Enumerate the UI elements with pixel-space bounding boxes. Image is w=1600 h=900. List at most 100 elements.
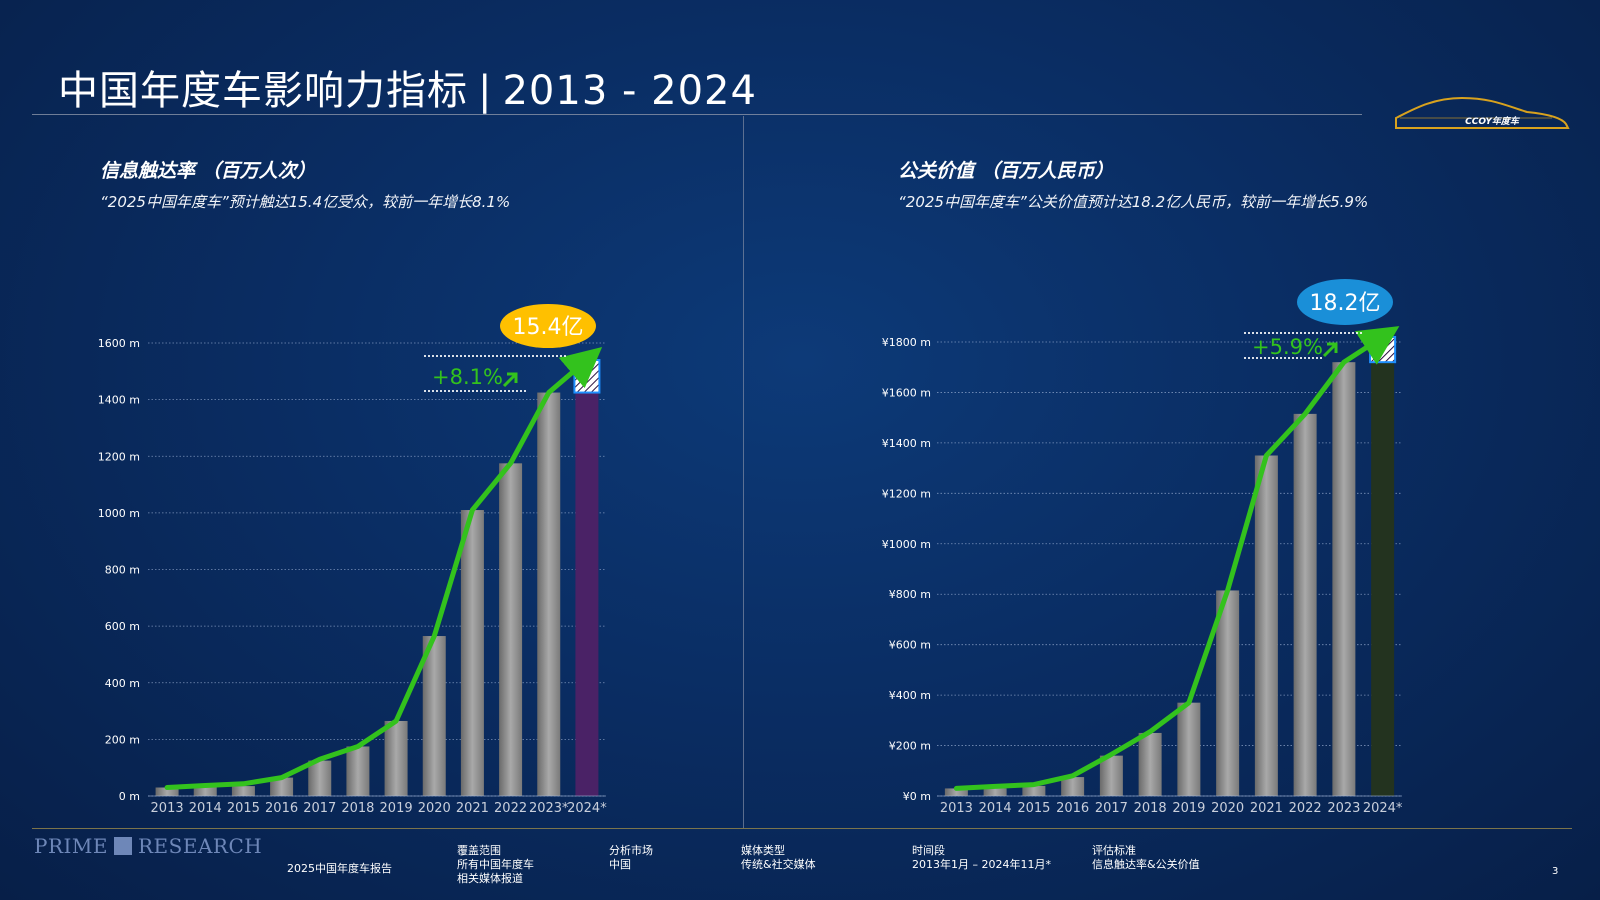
footer-media: 媒体类型 传统&社交媒体: [741, 844, 816, 872]
footer-media-value: 传统&社交媒体: [741, 858, 816, 871]
value-bubble: [500, 304, 596, 348]
y-tick-label: 1000 m: [98, 507, 140, 520]
page-number: 3: [1552, 866, 1559, 877]
trend-line: [953, 326, 1400, 791]
x-tick-label: 2017: [303, 801, 336, 816]
right-chart: ¥0 m ¥200 m ¥400 m ¥600 m ¥800 m ¥1000 m ¥1200…: [882, 279, 1403, 816]
bar: [575, 392, 599, 796]
y-tick-label: ¥0 m: [903, 790, 931, 803]
footer-market: 分析市场 中国: [609, 844, 653, 872]
x-tick-label: 2021: [456, 801, 489, 816]
right-panel-subtitle: “2025中国年度车”公关价值预计达18.2亿人民币，较前一年增长5.9%: [898, 193, 1369, 211]
y-tick-label: ¥1400 m: [882, 437, 931, 450]
footer-market-value: 中国: [609, 858, 631, 871]
bar: [1061, 777, 1085, 796]
x-tick-label: 2014: [189, 801, 222, 816]
left-panel-title: 信息触达率 （百万人次）: [100, 160, 316, 182]
x-tick-label: 2015: [1017, 801, 1050, 816]
ccoy-logo-icon: CCOY年度车: [1395, 96, 1570, 129]
footer-period-value: 2013年1月 – 2024年11月*: [912, 858, 1051, 871]
bar: [1099, 755, 1123, 796]
panel-divider: [743, 116, 744, 828]
x-tick-label: 2016: [265, 801, 298, 816]
footer-criteria: 评估标准 信息触达率&公关价值: [1092, 844, 1200, 872]
x-tick-label: 2016: [1056, 801, 1089, 816]
trend-line: [164, 347, 603, 790]
bar: [460, 510, 484, 796]
bar: [231, 786, 255, 796]
x-tick-label: 2020: [418, 801, 451, 816]
footer-scope-line: 所有中国年度车: [457, 858, 534, 871]
y-tick-label: ¥1200 m: [882, 487, 931, 500]
bar: [944, 788, 968, 796]
bar: [384, 720, 408, 796]
x-tick-label: 2023*: [529, 801, 569, 816]
y-tick-label: 1600 m: [98, 337, 140, 350]
y-tick-label: 1200 m: [98, 450, 140, 463]
brand-emblem-icon: [114, 837, 132, 855]
y-tick-label: ¥800 m: [889, 588, 931, 601]
y-tick-label: 0 m: [119, 790, 140, 803]
bar: [537, 392, 561, 796]
y-tick-label: ¥1000 m: [882, 538, 931, 551]
growth-label: +5.9%: [1252, 335, 1323, 359]
x-tick-label: 2013: [940, 801, 973, 816]
x-tick-label: 2020: [1211, 801, 1244, 816]
footer-period: 时间段 2013年1月 – 2024年11月*: [912, 844, 1051, 872]
bar: [1254, 455, 1278, 796]
bar: [270, 777, 294, 796]
y-tick-label: 200 m: [105, 733, 140, 746]
footer-divider: [32, 828, 1572, 829]
title-divider: [32, 114, 1362, 115]
y-tick-label: ¥200 m: [889, 740, 931, 753]
growth-arrow-icon: [502, 372, 518, 388]
y-tick-label: ¥1600 m: [882, 386, 931, 399]
bar: [1138, 732, 1162, 796]
y-tick-label: ¥600 m: [889, 639, 931, 652]
y-tick-label: 1400 m: [98, 394, 140, 407]
x-tick-label: 2022: [494, 801, 527, 816]
footer-scope-line: 相关媒体报道: [457, 872, 523, 885]
left-chart: 0 m 200 m 400 m 600 m 800 m 1000 m 1200 m 1400 …: [98, 304, 607, 816]
left-panel-subtitle: “2025中国年度车”预计触达15.4亿受众，较前一年增长8.1%: [100, 193, 511, 211]
y-tick-label: ¥1800 m: [882, 336, 931, 349]
bar: [346, 746, 370, 796]
bar: [1293, 413, 1317, 796]
bar: [155, 787, 179, 796]
bar: [422, 636, 446, 796]
bar: [1371, 362, 1395, 796]
bar: [1332, 362, 1356, 796]
bar: [1022, 785, 1046, 796]
bar: [499, 463, 523, 796]
x-tick-label: 2013: [151, 801, 184, 816]
footer-scope: 覆盖范围 所有中国年度车 相关媒体报道: [457, 844, 534, 886]
brand-research: RESEARCH: [138, 834, 263, 858]
footer-media-label: 媒体类型: [741, 844, 785, 857]
bar: [308, 760, 332, 796]
prime-research-logo: PRIME RESEARCH: [34, 834, 262, 858]
title-main: 中国年度车影响力指标: [58, 68, 468, 114]
footer-criteria-label: 评估标准: [1092, 844, 1136, 857]
logo-text: CCOY年度车: [1465, 116, 1521, 127]
footer-period-label: 时间段: [912, 844, 945, 857]
bar: [193, 787, 217, 796]
value-bubble-label: 15.4亿: [513, 315, 584, 340]
y-tick-label: 400 m: [105, 677, 140, 690]
bar: [1216, 590, 1240, 796]
growth-arrow-icon: [1322, 342, 1338, 358]
x-tick-label: 2024*: [1363, 801, 1403, 816]
x-tick-label: 2017: [1095, 801, 1128, 816]
x-tick-label: 2022: [1289, 801, 1322, 816]
growth-label: +8.1%: [432, 365, 503, 389]
x-tick-label: 2024*: [567, 801, 607, 816]
title-range: 2013 - 2024: [502, 68, 757, 114]
brand-prime: PRIME: [34, 834, 108, 858]
y-tick-label: 600 m: [105, 620, 140, 633]
x-tick-label: 2018: [341, 801, 374, 816]
x-tick-label: 2019: [1172, 801, 1205, 816]
value-bubble-label: 18.2亿: [1310, 291, 1381, 316]
footer-market-label: 分析市场: [609, 844, 653, 857]
y-tick-label: 800 m: [105, 564, 140, 577]
y-tick-label: ¥400 m: [889, 689, 931, 702]
